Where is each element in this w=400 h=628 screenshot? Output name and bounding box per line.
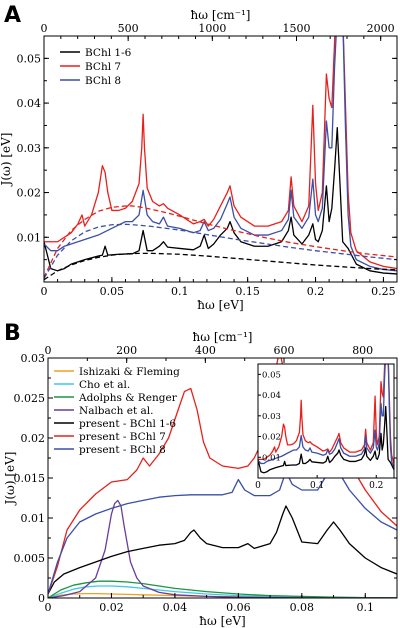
y-tick-label: 0.04	[17, 97, 42, 110]
series-line-present-bchl-1-6	[48, 505, 397, 595]
y-tick-label: 0.005	[14, 552, 46, 565]
x2-axis-label: ħω [cm⁻¹]	[193, 330, 253, 344]
legend-entry: Cho et al.	[79, 379, 130, 391]
x-axis-label: ħω [eV]	[197, 298, 243, 312]
inset-x-tick-label: 0.1	[310, 481, 324, 491]
legend: BChl 1-6 BChl 7 BChl 8	[60, 47, 132, 87]
x-tick-label: 0.05	[100, 285, 125, 298]
x2-tick-label: 1000	[198, 22, 226, 35]
inset-series-group	[258, 364, 394, 474]
series-line-present-bchl-8	[48, 465, 397, 595]
series-line-bchl-1-6	[44, 127, 397, 275]
x-tick-label: 0.1	[171, 285, 189, 298]
legend-entry: Adolphs & Renger	[78, 392, 178, 404]
x-tick-label: 0.08	[290, 601, 315, 614]
series-line-bchl-8-fit	[44, 223, 397, 279]
x-tick-label: 0.02	[99, 601, 124, 614]
x-tick-label: 0.06	[226, 601, 251, 614]
y-tick-label: 0	[38, 592, 45, 605]
legend-entry: BChl 7	[85, 61, 121, 73]
legend-entry: BChl 8	[85, 75, 121, 87]
inset-series-line-bchl-8	[258, 364, 394, 469]
x2-tick-label: 0	[41, 22, 48, 35]
x-tick-label: 0.2	[307, 285, 325, 298]
series-line-nalbach-et-al	[48, 499, 397, 598]
x-tick-label: 0.25	[371, 285, 396, 298]
series-line-bchl-8	[44, 36, 397, 272]
x-tick-label: 0.04	[163, 601, 188, 614]
legend-entry: Ishizaki & Fleming	[79, 366, 180, 378]
x2-tick-label: 1500	[282, 22, 310, 35]
x-tick-label: 0.1	[357, 601, 375, 614]
legend-entry: present - BChl 8	[79, 444, 166, 456]
series-line-bchl-7	[44, 36, 397, 270]
y-tick-label: 0.03	[21, 352, 46, 365]
x2-tick-label: 2000	[367, 22, 395, 35]
inset-y-tick-label: 0.04	[262, 391, 281, 401]
legend-entry: BChl 1-6	[85, 47, 132, 59]
inset-x-tick-label: 0.2	[369, 481, 383, 491]
y-tick-label: 0.02	[17, 187, 42, 200]
inset-y-tick-label: 0.01	[262, 453, 281, 463]
y-axis-label: J(ω) [eV]	[3, 452, 17, 507]
legend-entry: Nalbach et al.	[79, 405, 154, 417]
series-line-bchl-1-6-fit	[44, 252, 397, 281]
inset-y-tick-label: 0.02	[262, 433, 281, 443]
panel-letter: B	[4, 321, 21, 346]
x-tick-label: 0	[45, 601, 52, 614]
series-group	[44, 36, 397, 281]
panel-letter: A	[4, 3, 21, 28]
x2-tick-label: 200	[116, 344, 137, 357]
series-line-adolphs-renger	[48, 580, 397, 598]
y-tick-label: 0.025	[14, 392, 46, 405]
y-tick-label: 0.01	[17, 231, 42, 244]
x2-tick-label: 600	[274, 344, 295, 357]
series-line-bchl-7-fit	[44, 205, 397, 278]
inset-y-tick-label: 0.05	[262, 370, 281, 380]
x-tick-label: 0	[41, 285, 48, 298]
x2-axis-label: ħω [cm⁻¹]	[191, 8, 251, 22]
inset-x-tick-label: 0	[255, 481, 261, 491]
x-tick-label: 0.15	[235, 285, 260, 298]
x2-tick-label: 500	[118, 22, 139, 35]
y-tick-label: 0.05	[17, 52, 42, 65]
y-tick-label: 0.01	[21, 512, 46, 525]
inset-y-tick-label: 0.03	[262, 412, 281, 422]
panel-b-chart: 0 0.02 0.04 0.06 0.08 0.1 0 200 400 600 800 0 0.005 0…	[3, 321, 398, 628]
inset-frame	[257, 363, 395, 479]
y-axis-label: J(ω) [eV]	[0, 133, 13, 188]
x2-tick-label: 800	[352, 344, 373, 357]
inset-chart: 0 0.1 0.2 0.01 0.02 0.03 0.04 0.05	[255, 363, 395, 491]
panel-a-chart: 0 0.05 0.1 0.15 0.2 0.25 0 500 1000 1500 2000 0.01 0…	[0, 3, 398, 312]
x2-tick-label: 400	[195, 344, 216, 357]
y-tick-label: 0.015	[14, 472, 46, 485]
legend-entry: present - BChl 1-6	[79, 418, 176, 430]
y-tick-label: 0.02	[21, 432, 46, 445]
legend-entry: present - BChl 7	[79, 431, 166, 443]
inset-series-line-bchl-1-6	[258, 405, 394, 474]
y-tick-label: 0.03	[17, 142, 42, 155]
x-axis-label: ħω [eV]	[199, 614, 245, 628]
x2-tick-label: 0	[45, 344, 52, 357]
